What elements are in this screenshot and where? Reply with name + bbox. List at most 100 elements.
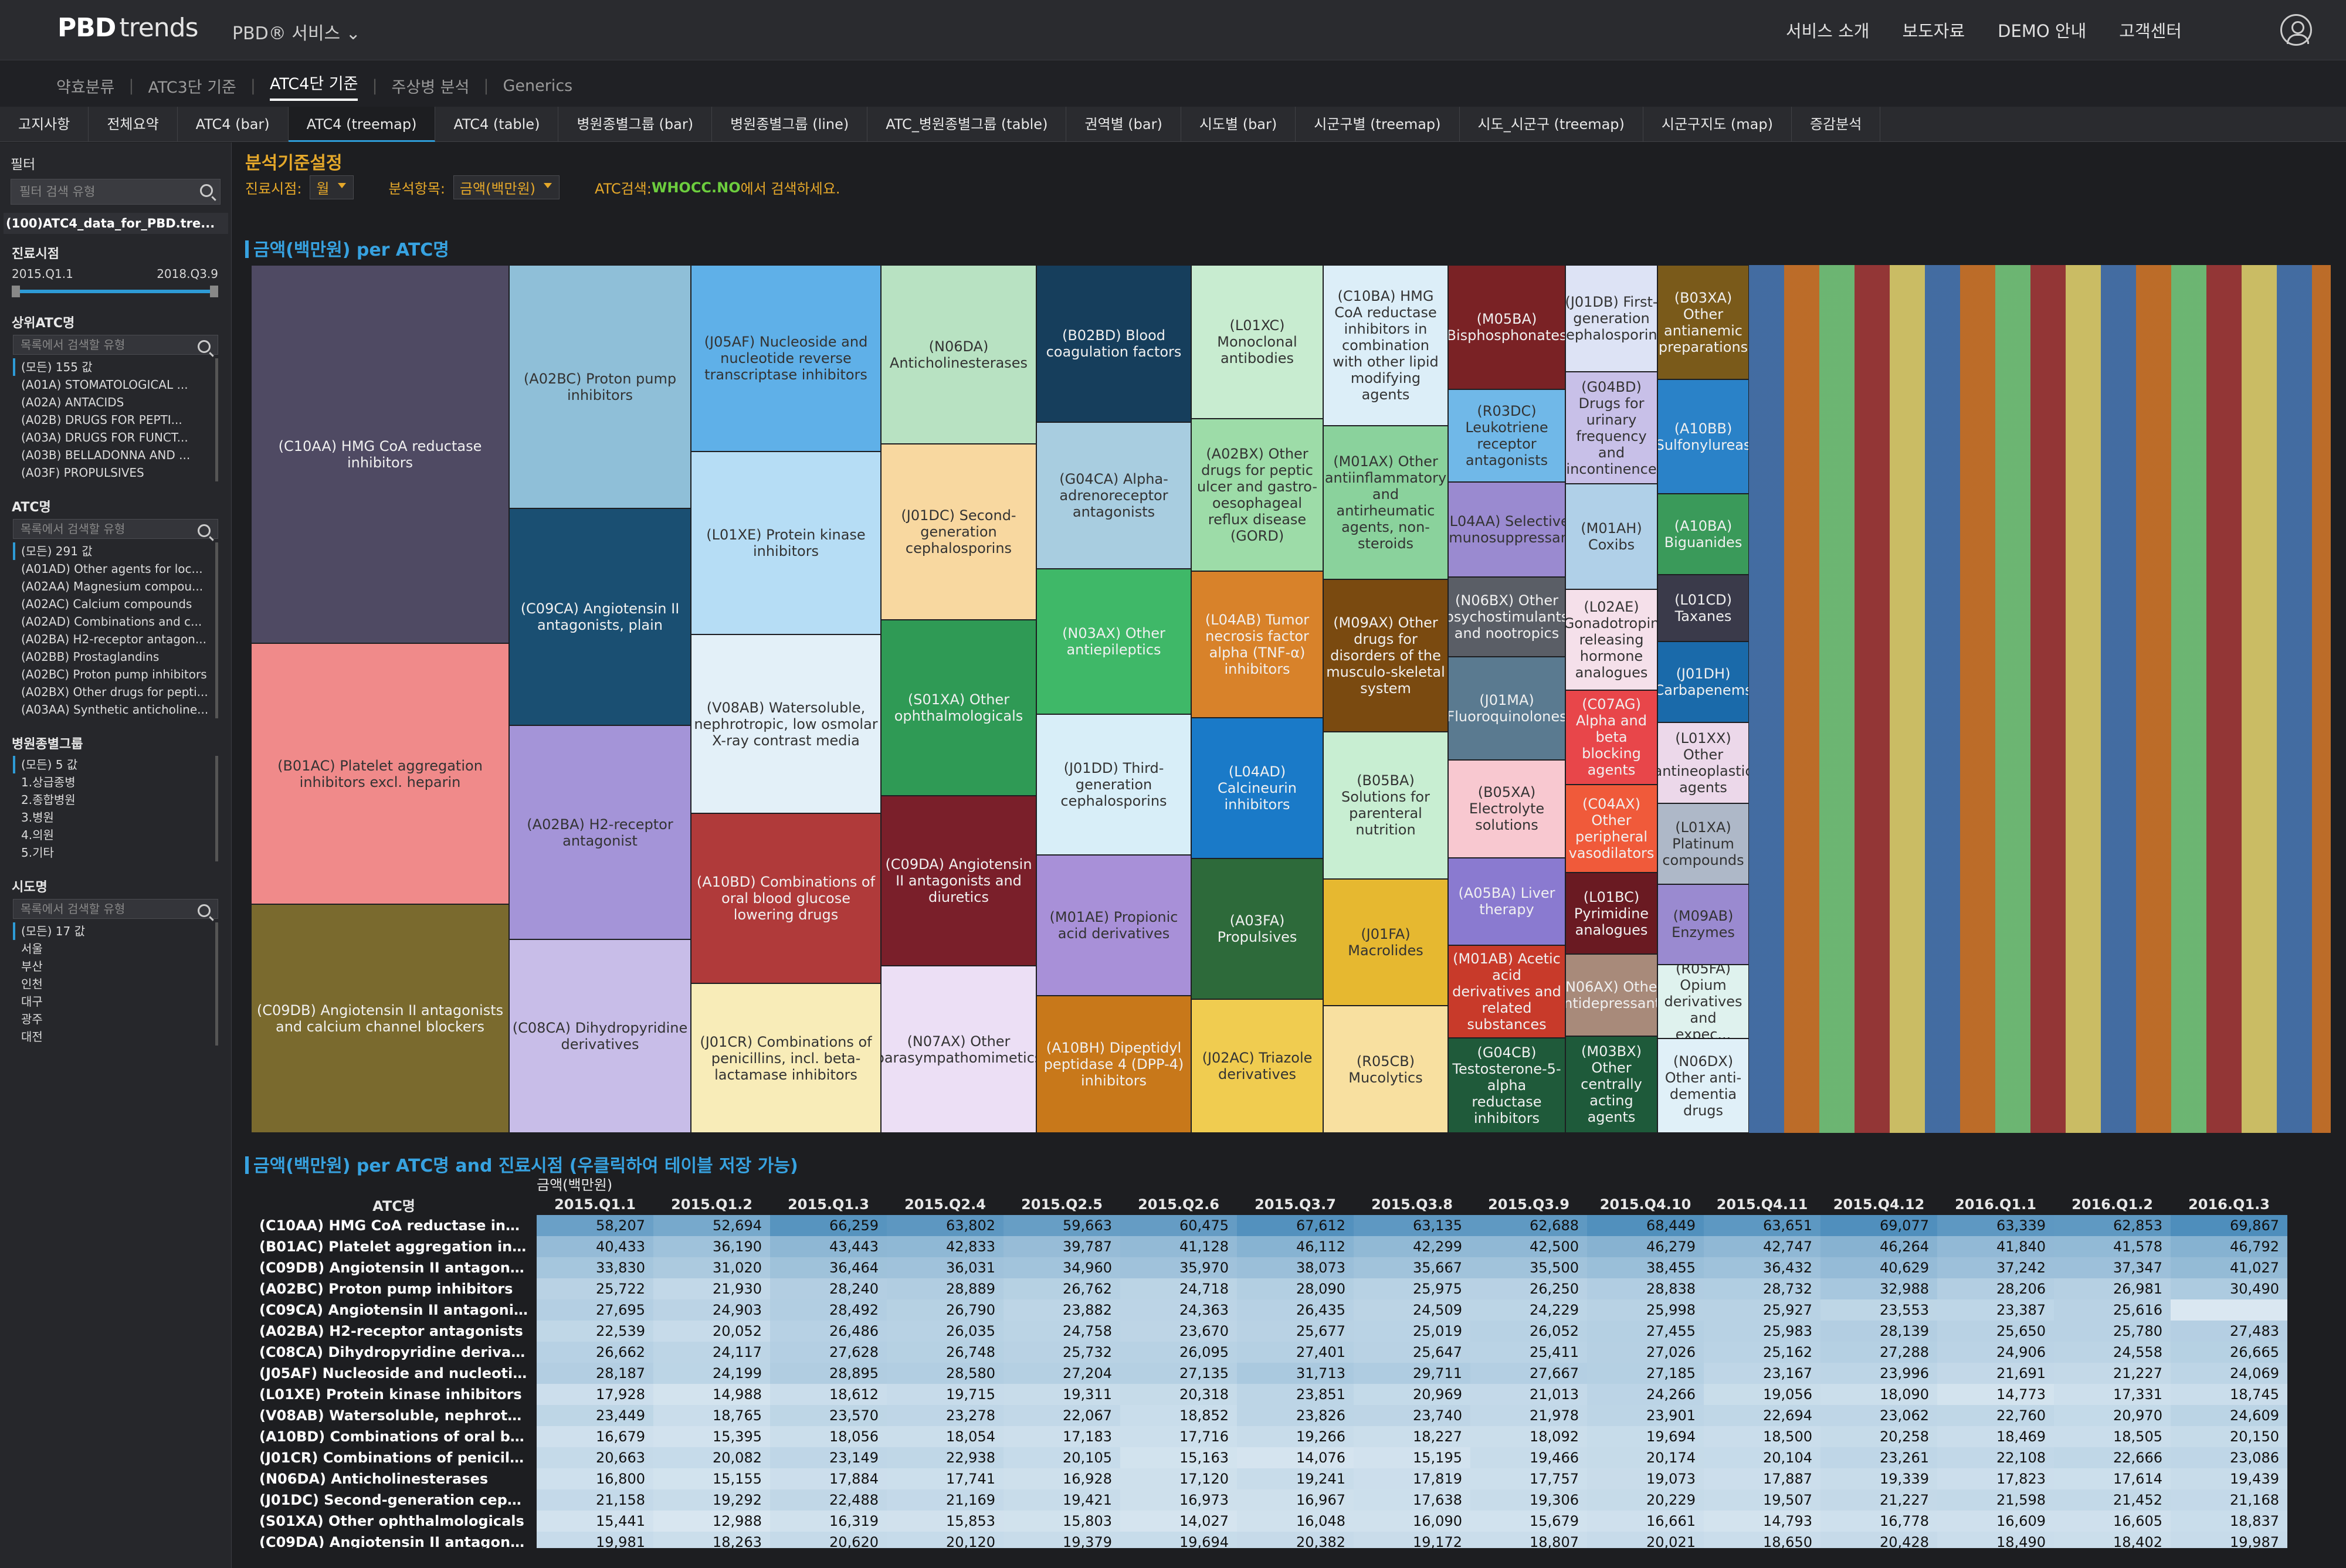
filter-list-item[interactable]: (A02AA) Magnesium compou... [21,579,204,593]
treemap-tile[interactable]: (J01DH) Carbapenems [1657,642,1749,723]
tab[interactable]: 병원종별그룹 (bar) [558,107,713,142]
treemap-tile[interactable]: (C04AX) Other peripheral vasodilators [1565,784,1657,873]
user-icon[interactable] [2280,14,2312,46]
treemap-tile[interactable]: (L01XX) Other antineoplastic agents [1657,722,1749,803]
filter-list-item[interactable]: 대구 [21,995,43,1009]
filter-list-item[interactable]: (A02B) DRUGS FOR PEPTI... [21,413,182,427]
filter-list-item[interactable]: (A03B) BELLADONNA AND ... [21,448,191,462]
tab[interactable]: ATC_병원종별그룹 (table) [867,107,1067,142]
subnav-item[interactable]: Generics [503,76,573,95]
treemap-tile[interactable]: (C10BA) HMG CoA reductase inhibitors in … [1323,265,1448,426]
treemap-tile[interactable]: (N03AX) Other antiepileptics [1036,569,1191,714]
filter-search-input[interactable]: 필터 검색 유형 [11,179,221,205]
tab[interactable]: 시군구지도 (map) [1643,107,1792,142]
filter-list-item[interactable]: (A03AA) Synthetic anticholine... [21,702,209,717]
treemap-tile[interactable]: (B03XA) Other antianemic preparations [1657,265,1749,380]
treemap-tile[interactable]: (A02BA) H2-receptor antagonist [509,725,691,939]
treemap-tile[interactable]: (M05BA) Bisphosphonates [1448,265,1565,390]
tab[interactable]: 병원종별그룹 (line) [712,107,868,142]
tab[interactable]: 증감분석 [1792,107,1881,142]
treemap-tile[interactable]: (L04AD) Calcineurin inhibitors [1191,718,1323,858]
filter-list-item[interactable]: (A02AD) Combinations and c... [21,615,202,629]
treemap-tile[interactable]: (L02AE) Gonadotropin releasing hormone a… [1565,589,1657,690]
treemap-tile[interactable]: (M01AB) Acetic acid derivatives and rela… [1448,945,1565,1038]
treemap-tile[interactable]: (S01XA) Other ophthalmologicals [881,620,1036,796]
filter-list-item[interactable]: 부산 [21,959,43,973]
filter-list-item[interactable]: 대전 [21,1030,43,1044]
treemap-tile[interactable]: (N06BX) Other psychostimulants and nootr… [1448,577,1565,657]
subnav-item[interactable]: ATC3단 기준 [148,78,236,97]
filter-list-item[interactable]: (A01A) STOMATOLOGICAL ... [21,378,188,392]
treemap-tile[interactable]: (L01CD) Taxanes [1657,574,1749,642]
filter-list-item[interactable]: (모든) 155 값 [13,358,212,376]
treemap-tile[interactable]: (L01BC) Pyrimidine analogues [1565,873,1657,955]
subnav-item[interactable]: 약효분류 [56,78,115,97]
treemap-tile[interactable]: (M01AE) Propionic acid derivatives [1036,855,1191,996]
filter-list-item[interactable]: (A03F) PROPULSIVES [21,466,144,480]
treemap-tile[interactable]: (M01AH) Coxibs [1565,484,1657,590]
treemap-tile[interactable]: (N06AX) Other antidepressants [1565,954,1657,1036]
filter-list-item[interactable]: 광주 [21,1012,43,1026]
treemap-tile[interactable]: (B05XA) Electrolyte solutions [1448,759,1565,858]
tab[interactable]: 시군구별 (treemap) [1296,107,1460,142]
treemap-tile[interactable]: (C07AG) Alpha and beta blocking agents [1565,690,1657,785]
filter-list-item[interactable]: (A02A) ANTACIDS [21,395,124,409]
tab[interactable]: ATC4 (bar) [178,107,289,142]
treemap-tile[interactable]: (J01CR) Combinations of penicillins, inc… [691,983,881,1133]
treemap-tile[interactable]: (A10BH) Dipeptidyl peptidase 4 (DPP-4) i… [1036,996,1191,1133]
treemap-tile[interactable]: (J01DD) Third-generation cephalosporins [1036,714,1191,855]
treemap-tile[interactable]: (G04CA) Alpha-adrenoreceptor antagonists [1036,422,1191,569]
treemap-tile[interactable]: (N06DA) Anticholinesterases [881,265,1036,444]
treemap-tile[interactable]: (M09AX) Other drugs for disorders of the… [1323,579,1448,732]
tab[interactable]: 고지사항 [0,107,89,142]
treemap-tile[interactable]: (M01AX) Other antiinflammatory and antir… [1323,425,1448,579]
treemap-tile[interactable]: (R03DC) Leukotriene receptor antagonists [1448,389,1565,482]
top-nav-item[interactable]: 보도자료 [1902,21,1965,41]
treemap-tile[interactable]: (C09DA) Angiotensin II antagonists and d… [881,796,1036,966]
treemap-tile[interactable]: (C09DB) Angiotensin II antagonists and c… [251,904,509,1133]
treemap-tile[interactable]: (N06DX) Other anti-dementia drugs [1657,1038,1749,1133]
filter-list-item[interactable]: (모든) 17 값 [13,922,212,940]
filter-list-item[interactable]: (A02BA) H2-receptor antagon... [21,632,206,646]
tab[interactable]: 권역별 (bar) [1066,107,1181,142]
top-nav-item[interactable]: 서비스 소개 [1785,21,1870,41]
treemap-tile[interactable]: (A03FA) Propulsives [1191,858,1323,999]
treemap-tile[interactable]: (B05BA) Solutions for parenteral nutriti… [1323,731,1448,879]
top-nav-item[interactable]: DEMO 안내 [1998,21,2087,41]
logo[interactable]: PBD trends [57,13,199,43]
treemap-tile[interactable]: (M09AB) Enzymes [1657,884,1749,965]
subnav-item[interactable]: ATC4단 기준 [270,71,358,101]
treemap-tile[interactable]: (J02AC) Triazole derivatives [1191,999,1323,1133]
tab[interactable]: ATC4 (treemap) [288,107,436,142]
filter-list-item[interactable]: 3.병원 [21,810,54,824]
treemap-tile[interactable]: (L04AB) Tumor necrosis factor alpha (TNF… [1191,571,1323,718]
treemap-tile[interactable]: (L04AA) Selective immunosuppressants [1448,482,1565,578]
treemap-tile[interactable]: (B01AC) Platelet aggregation inhibitors … [251,643,509,904]
filter-list-item[interactable]: 2.종합병원 [21,793,76,807]
treemap-tile[interactable]: (J01FA) Macrolides [1323,878,1448,1006]
tab[interactable]: 전체요약 [89,107,178,142]
treemap-tile[interactable]: (G04BD) Drugs for urinary frequency and … [1565,372,1657,484]
treemap-tile[interactable]: (A10BA) Biguanides [1657,494,1749,575]
treemap-tile[interactable]: (L01XE) Protein kinase inhibitors [691,452,881,634]
slider-handle-start[interactable] [12,286,20,297]
treemap-tile[interactable]: (A10BD) Combinations of oral blood gluco… [691,813,881,983]
treemap-tile[interactable]: (J01MA) Fluoroquinolones [1448,656,1565,760]
filter-list-item[interactable]: 서울 [21,942,43,956]
treemap-tile[interactable]: (C09CA) Angiotensin II antagonists, plai… [509,508,691,725]
metric-dropdown[interactable]: 금액(백만원) [453,175,560,199]
tab[interactable]: ATC4 (table) [435,107,559,142]
treemap-tile[interactable]: (J01DB) First-generation cephalosporins [1565,265,1657,372]
filter-list-item[interactable]: 5.기타 [21,846,54,860]
filter-list-search[interactable]: 목록에서 검색할 유형 [13,899,218,919]
treemap-tile[interactable]: (V08AB) Watersoluble, nephrotropic, low … [691,634,881,813]
treemap-tile[interactable]: (G04CB) Testosterone-5-alpha reductase i… [1448,1037,1565,1133]
whocc-link[interactable]: WHOCC.NO [651,179,741,196]
filter-list-item[interactable]: (A01AD) Other agents for loc... [21,562,203,576]
period-dropdown[interactable]: 월 [310,175,354,199]
filter-list-item[interactable]: (A02BX) Other drugs for pepti... [21,685,208,699]
treemap-tile[interactable]: (J05AF) Nucleoside and nucleotide revers… [691,265,881,452]
filter-list-search[interactable]: 목록에서 검색할 유형 [13,519,218,539]
treemap-tile[interactable]: (M03BX) Other centrally acting agents [1565,1036,1657,1133]
filter-list-item[interactable]: (A02BB) Prostaglandins [21,650,160,664]
